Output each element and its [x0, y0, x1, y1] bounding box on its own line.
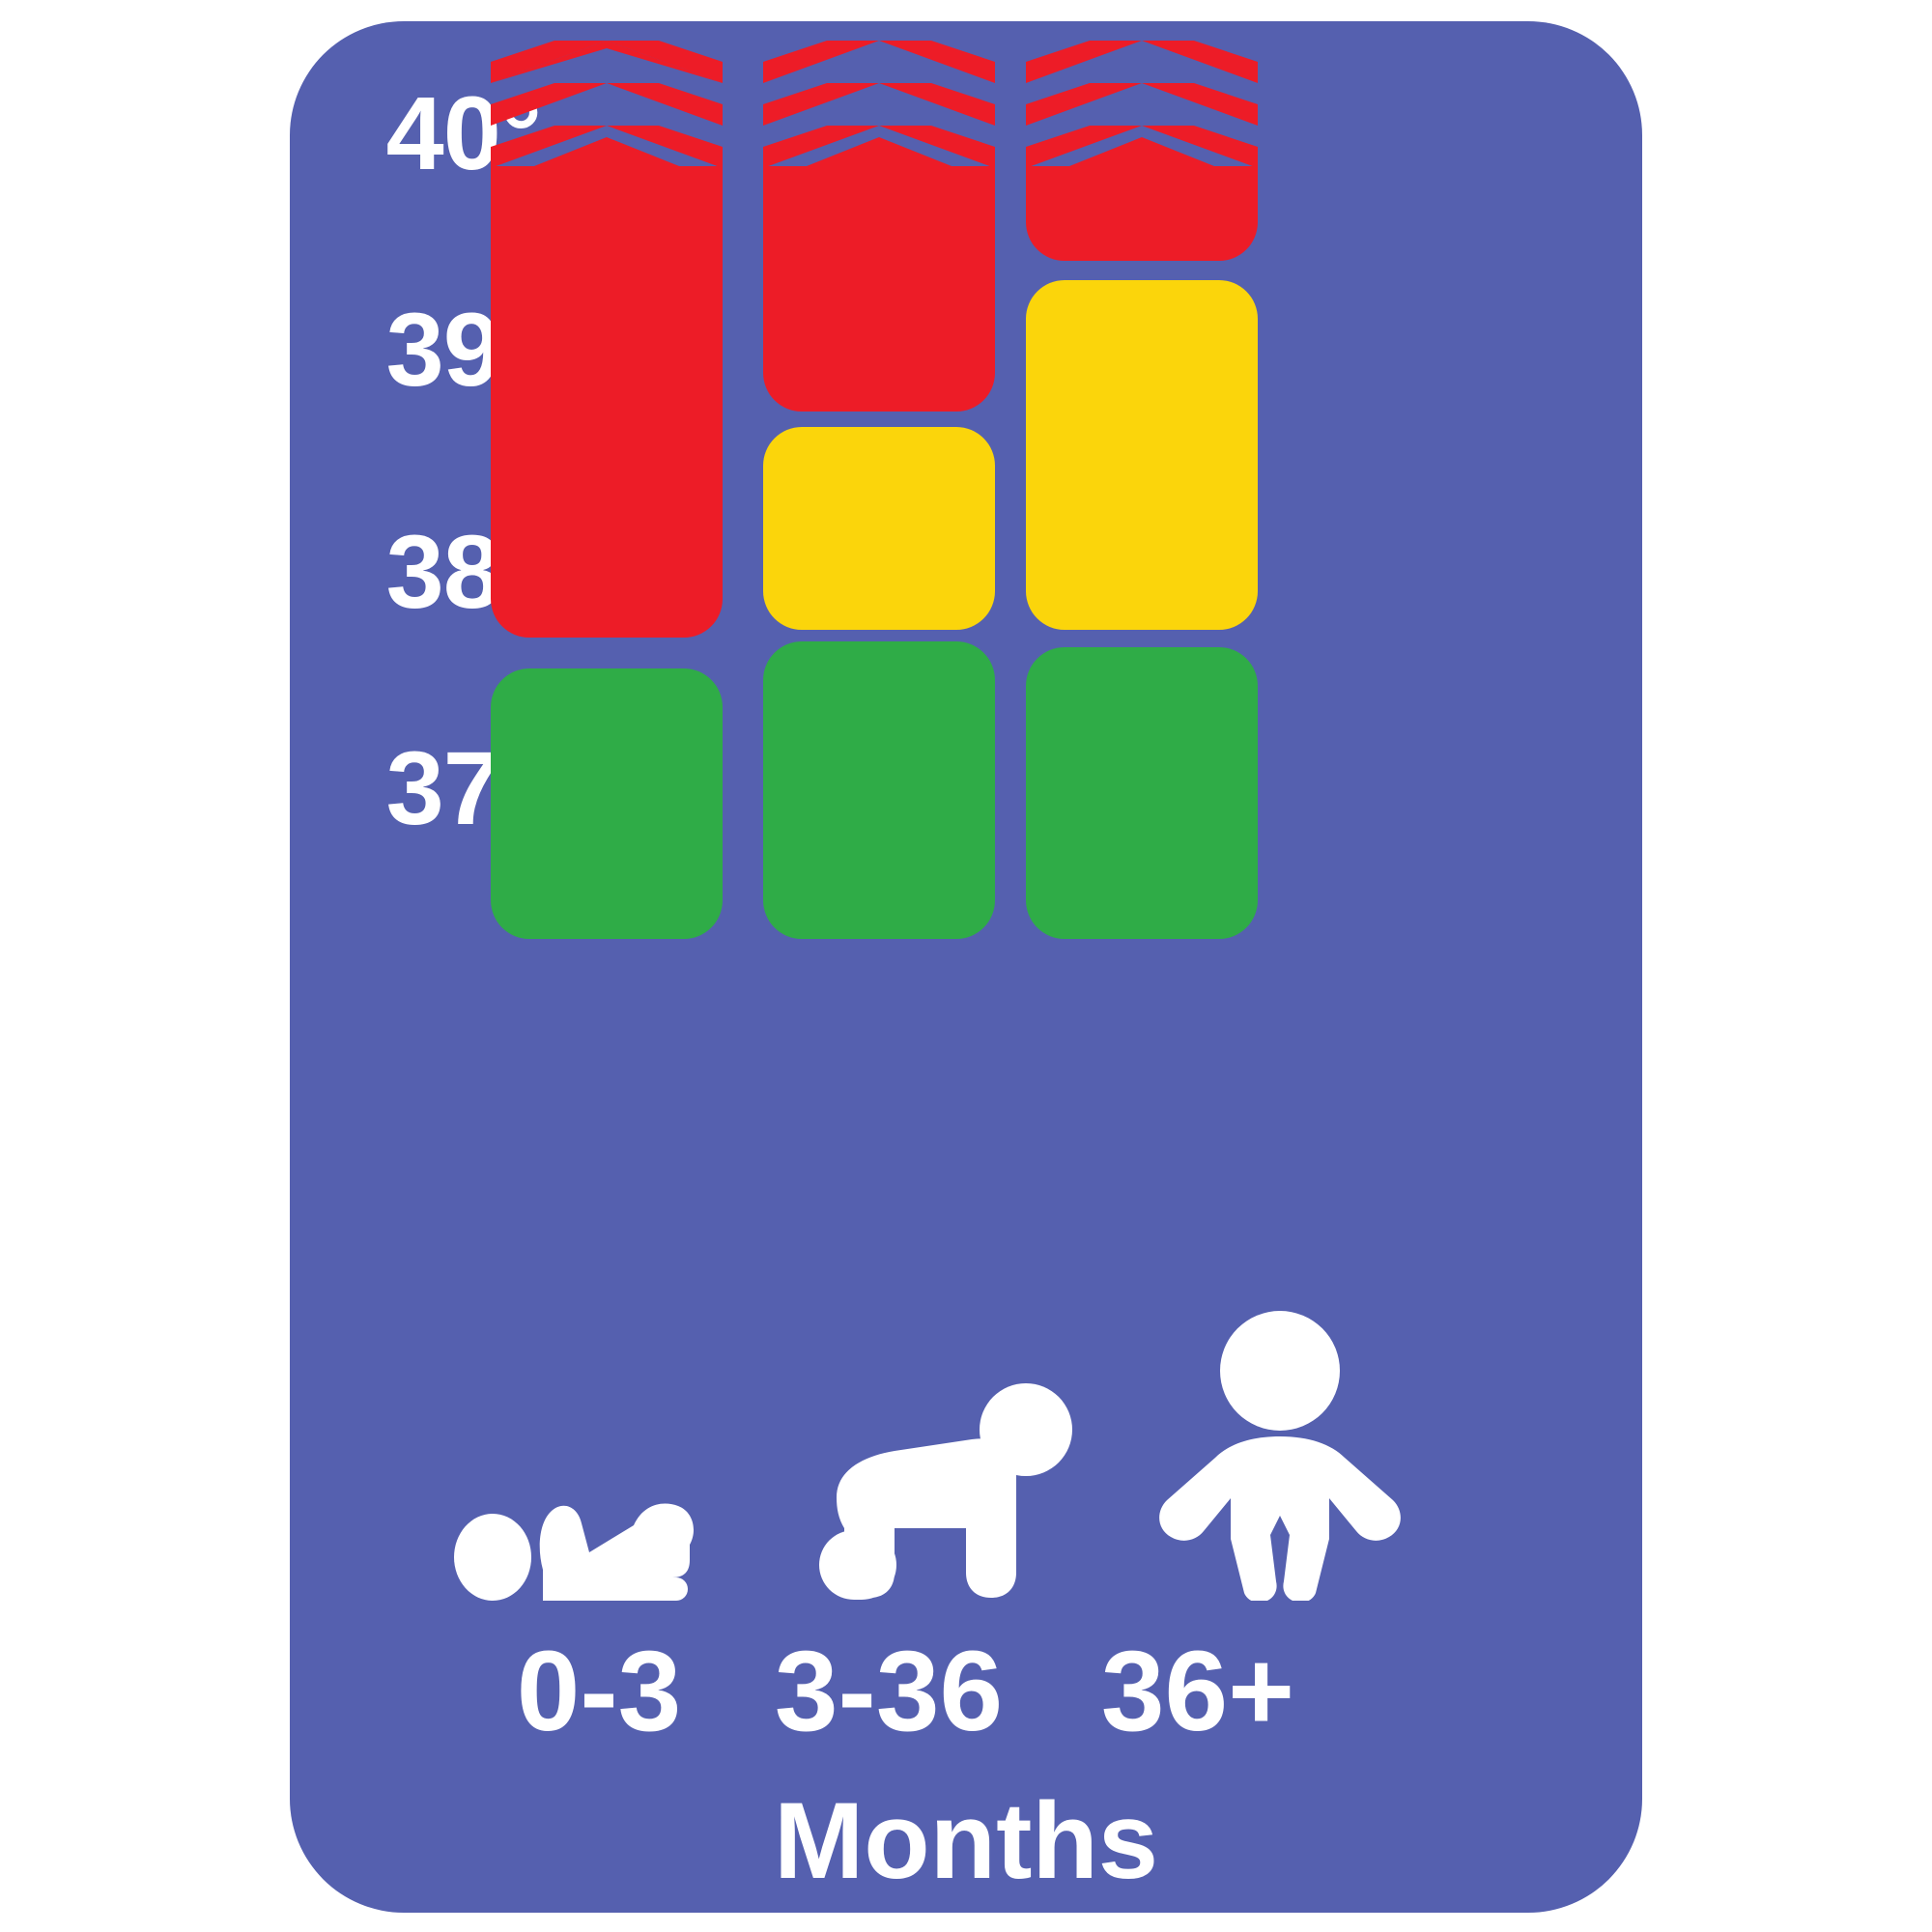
age-label-3-36: 3-36 — [774, 1628, 1004, 1755]
chevron-up-icon — [763, 41, 995, 166]
chevron-stack-36-plus — [1026, 41, 1258, 168]
chevron-up-icon — [491, 41, 723, 166]
age-label-0-3: 0-3 — [516, 1628, 682, 1755]
chevron-up-icon — [491, 83, 723, 209]
age-label-36-plus: 36+ — [1100, 1628, 1295, 1755]
bar-chart-plot — [290, 21, 1642, 1238]
bar-segment-green — [1026, 647, 1258, 939]
bar-column-0-3[interactable] — [491, 21, 723, 1238]
chevron-up-icon — [491, 126, 723, 251]
baby-crawling-icon — [802, 1383, 1092, 1601]
fever-guide-card: 40° 39° 38° 37° — [290, 21, 1642, 1913]
child-standing-icon — [1140, 1311, 1420, 1601]
chevron-up-icon — [763, 83, 995, 209]
months-caption: Months — [773, 1780, 1159, 1901]
bar-segment-red — [1026, 137, 1258, 184]
baby-lying-icon — [454, 1456, 744, 1601]
chevron-up-icon — [1026, 41, 1258, 166]
bar-column-36-plus[interactable] — [1026, 21, 1258, 1238]
bar-segment-green — [491, 668, 723, 939]
chevron-stack-3-36 — [763, 41, 995, 168]
bar-segment-red — [763, 137, 995, 184]
bar-segment-red — [491, 137, 723, 184]
bar-segment-green — [763, 641, 995, 939]
chevron-up-icon — [763, 126, 995, 251]
bar-segment-yellow — [763, 427, 995, 630]
bar-column-3-36[interactable] — [763, 21, 995, 1238]
bar-segment-red-body — [763, 166, 995, 412]
chevron-stack-0-3 — [491, 41, 723, 168]
bar-segment-yellow — [1026, 280, 1258, 630]
chevron-up-icon — [1026, 83, 1258, 209]
chevron-up-icon — [1026, 126, 1258, 251]
age-figures-row — [290, 1234, 1642, 1639]
bar-segment-red-body — [1026, 166, 1258, 261]
bar-segment-red-body — [491, 166, 723, 638]
